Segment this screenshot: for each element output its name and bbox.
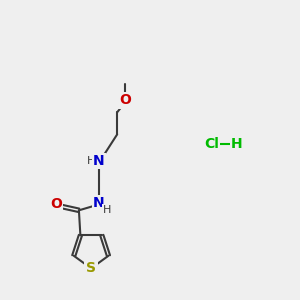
Text: N: N	[93, 196, 105, 210]
Text: O: O	[50, 197, 62, 212]
Text: H: H	[86, 156, 95, 166]
Text: Cl: Cl	[204, 137, 219, 151]
Text: S: S	[86, 261, 96, 275]
Text: H: H	[103, 205, 111, 215]
Text: H: H	[231, 137, 243, 151]
Text: O: O	[119, 94, 131, 107]
Text: N: N	[93, 154, 105, 168]
